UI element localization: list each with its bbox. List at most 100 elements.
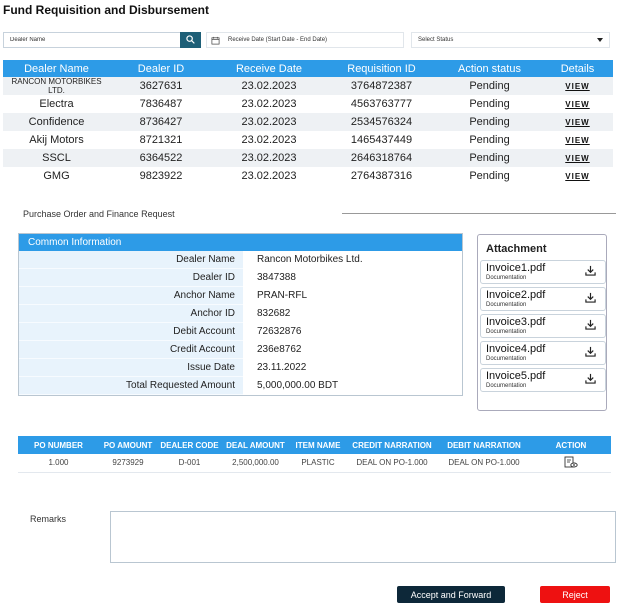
dealer-name-cell: Confidence xyxy=(3,113,110,131)
table-header-row: Dealer Name Dealer ID Receive Date Requi… xyxy=(3,60,613,77)
view-link[interactable]: VIEW xyxy=(565,82,590,91)
info-label: Debit Account xyxy=(19,323,243,341)
dealer-name-search xyxy=(3,31,201,48)
details-cell: VIEW xyxy=(542,95,613,113)
info-value: PRAN-RFL xyxy=(243,287,462,305)
search-button[interactable] xyxy=(180,31,201,48)
dealer-id-cell: 9823922 xyxy=(110,167,212,185)
requisition-id-cell: 2646318764 xyxy=(326,149,437,167)
credit-narration-cell: DEAL ON PO-1.000 xyxy=(347,454,437,473)
page-title: Fund Requisition and Disbursement xyxy=(3,3,210,17)
search-icon xyxy=(186,35,195,44)
column-header: DEALER CODE xyxy=(157,436,222,454)
info-label: Anchor ID xyxy=(19,305,243,323)
info-value: 832682 xyxy=(243,305,462,323)
item-name-cell: PLASTIC xyxy=(289,454,347,473)
po-amount-cell: 9273929 xyxy=(99,454,157,473)
remarks-textarea[interactable] xyxy=(110,511,616,563)
column-header: DEAL AMOUNT xyxy=(222,436,289,454)
details-cell: VIEW xyxy=(542,131,613,149)
attachment-filename: Invoice4.pdf xyxy=(486,343,546,355)
chevron-down-icon xyxy=(597,38,603,42)
info-label: Issue Date xyxy=(19,359,243,377)
column-header: PO NUMBER xyxy=(18,436,99,454)
info-label: Anchor Name xyxy=(19,287,243,305)
action-status-cell: Pending xyxy=(437,167,542,185)
remarks-label: Remarks xyxy=(30,514,67,524)
accept-and-forward-button[interactable]: Accept and Forward xyxy=(397,586,505,603)
requisition-id-cell: 2764387316 xyxy=(326,167,437,185)
common-information-panel: Common Information Dealer Name Rancon Mot… xyxy=(18,233,463,396)
details-cell: VIEW xyxy=(542,77,613,95)
table-row: SSCL 6364522 23.02.2023 2646318764 Pendi… xyxy=(3,149,613,167)
info-value: 23.11.2022 xyxy=(243,359,462,377)
info-label: Dealer Name xyxy=(19,251,243,269)
status-select[interactable]: Select Status xyxy=(411,32,610,48)
column-header: PO AMOUNT xyxy=(99,436,157,454)
dealer-name-cell: Electra xyxy=(3,95,110,113)
calendar-icon xyxy=(211,36,220,44)
download-icon[interactable] xyxy=(585,319,596,330)
dealer-name-cell: Akij Motors xyxy=(3,131,110,149)
receive-date-cell: 23.02.2023 xyxy=(212,167,326,185)
column-header: DEBIT NARRATION xyxy=(437,436,531,454)
download-icon[interactable] xyxy=(585,292,596,303)
attachment-type: Documentation xyxy=(486,383,527,389)
column-header: Dealer Name xyxy=(3,60,110,77)
attachment-type: Documentation xyxy=(486,275,527,281)
info-row: Total Requested Amount 5,000,000.00 BDT xyxy=(19,377,462,395)
view-link[interactable]: VIEW xyxy=(565,118,590,127)
action-cell xyxy=(531,454,611,473)
attachment-item[interactable]: Invoice2.pdf Documentation xyxy=(480,287,606,311)
info-row: Dealer Name Rancon Motorbikes Ltd. xyxy=(19,251,462,269)
download-icon[interactable] xyxy=(585,373,596,384)
table-row: Akij Motors 8721321 23.02.2023 146543744… xyxy=(3,131,613,149)
receive-date-cell: 23.02.2023 xyxy=(212,131,326,149)
view-link[interactable]: VIEW xyxy=(565,154,590,163)
column-header: ITEM NAME xyxy=(289,436,347,454)
table-row: RANCON MOTORBIKES LTD. 3627631 23.02.202… xyxy=(3,77,613,95)
table-row: Confidence 8736427 23.02.2023 2534576324… xyxy=(3,113,613,131)
reject-button[interactable]: Reject xyxy=(540,586,610,603)
receive-date-range-picker[interactable]: Receive Date (Start Date - End Date) xyxy=(206,32,404,48)
table-header-row: PO NUMBER PO AMOUNT DEALER CODE DEAL AMO… xyxy=(18,436,611,454)
receive-date-cell: 23.02.2023 xyxy=(212,149,326,167)
dealer-id-cell: 7836487 xyxy=(110,95,212,113)
info-value: 5,000,000.00 BDT xyxy=(243,377,462,395)
divider xyxy=(342,213,616,214)
view-link[interactable]: VIEW xyxy=(565,136,590,145)
attachment-item[interactable]: Invoice1.pdf Documentation xyxy=(480,260,606,284)
status-select-label: Select Status xyxy=(418,37,454,43)
action-status-cell: Pending xyxy=(437,77,542,95)
details-cell: VIEW xyxy=(542,113,613,131)
dealer-id-cell: 8736427 xyxy=(110,113,212,131)
action-status-cell: Pending xyxy=(437,131,542,149)
info-row: Issue Date 23.11.2022 xyxy=(19,359,462,377)
info-value: 72632876 xyxy=(243,323,462,341)
attachment-item[interactable]: Invoice3.pdf Documentation xyxy=(480,314,606,338)
download-icon[interactable] xyxy=(585,265,596,276)
attachment-item[interactable]: Invoice5.pdf Documentation xyxy=(480,368,606,392)
attachment-filename: Invoice5.pdf xyxy=(486,370,546,382)
attachment-item[interactable]: Invoice4.pdf Documentation xyxy=(480,341,606,365)
info-row: Debit Account 72632876 xyxy=(19,323,462,341)
section-heading: Purchase Order and Finance Request xyxy=(23,209,175,219)
column-header: Details xyxy=(542,60,613,77)
action-status-cell: Pending xyxy=(437,95,542,113)
info-row: Credit Account 236e8762 xyxy=(19,341,462,359)
view-link[interactable]: VIEW xyxy=(565,172,590,181)
column-header: Action status xyxy=(437,60,542,77)
view-link[interactable]: VIEW xyxy=(565,100,590,109)
dealer-id-cell: 6364522 xyxy=(110,149,212,167)
info-value: Rancon Motorbikes Ltd. xyxy=(243,251,462,269)
details-cell: VIEW xyxy=(542,149,613,167)
info-row: Anchor Name PRAN-RFL xyxy=(19,287,462,305)
view-document-icon[interactable] xyxy=(564,456,578,468)
attachment-type: Documentation xyxy=(486,302,527,308)
requisition-id-cell: 1465437449 xyxy=(326,131,437,149)
dealer-name-input[interactable] xyxy=(4,33,180,47)
download-icon[interactable] xyxy=(585,346,596,357)
table-row: Electra 7836487 23.02.2023 4563763777 Pe… xyxy=(3,95,613,113)
column-header: CREDIT NARRATION xyxy=(347,436,437,454)
table-row: 1.000 9273929 D-001 2,500,000.00 PLASTIC… xyxy=(18,454,611,473)
